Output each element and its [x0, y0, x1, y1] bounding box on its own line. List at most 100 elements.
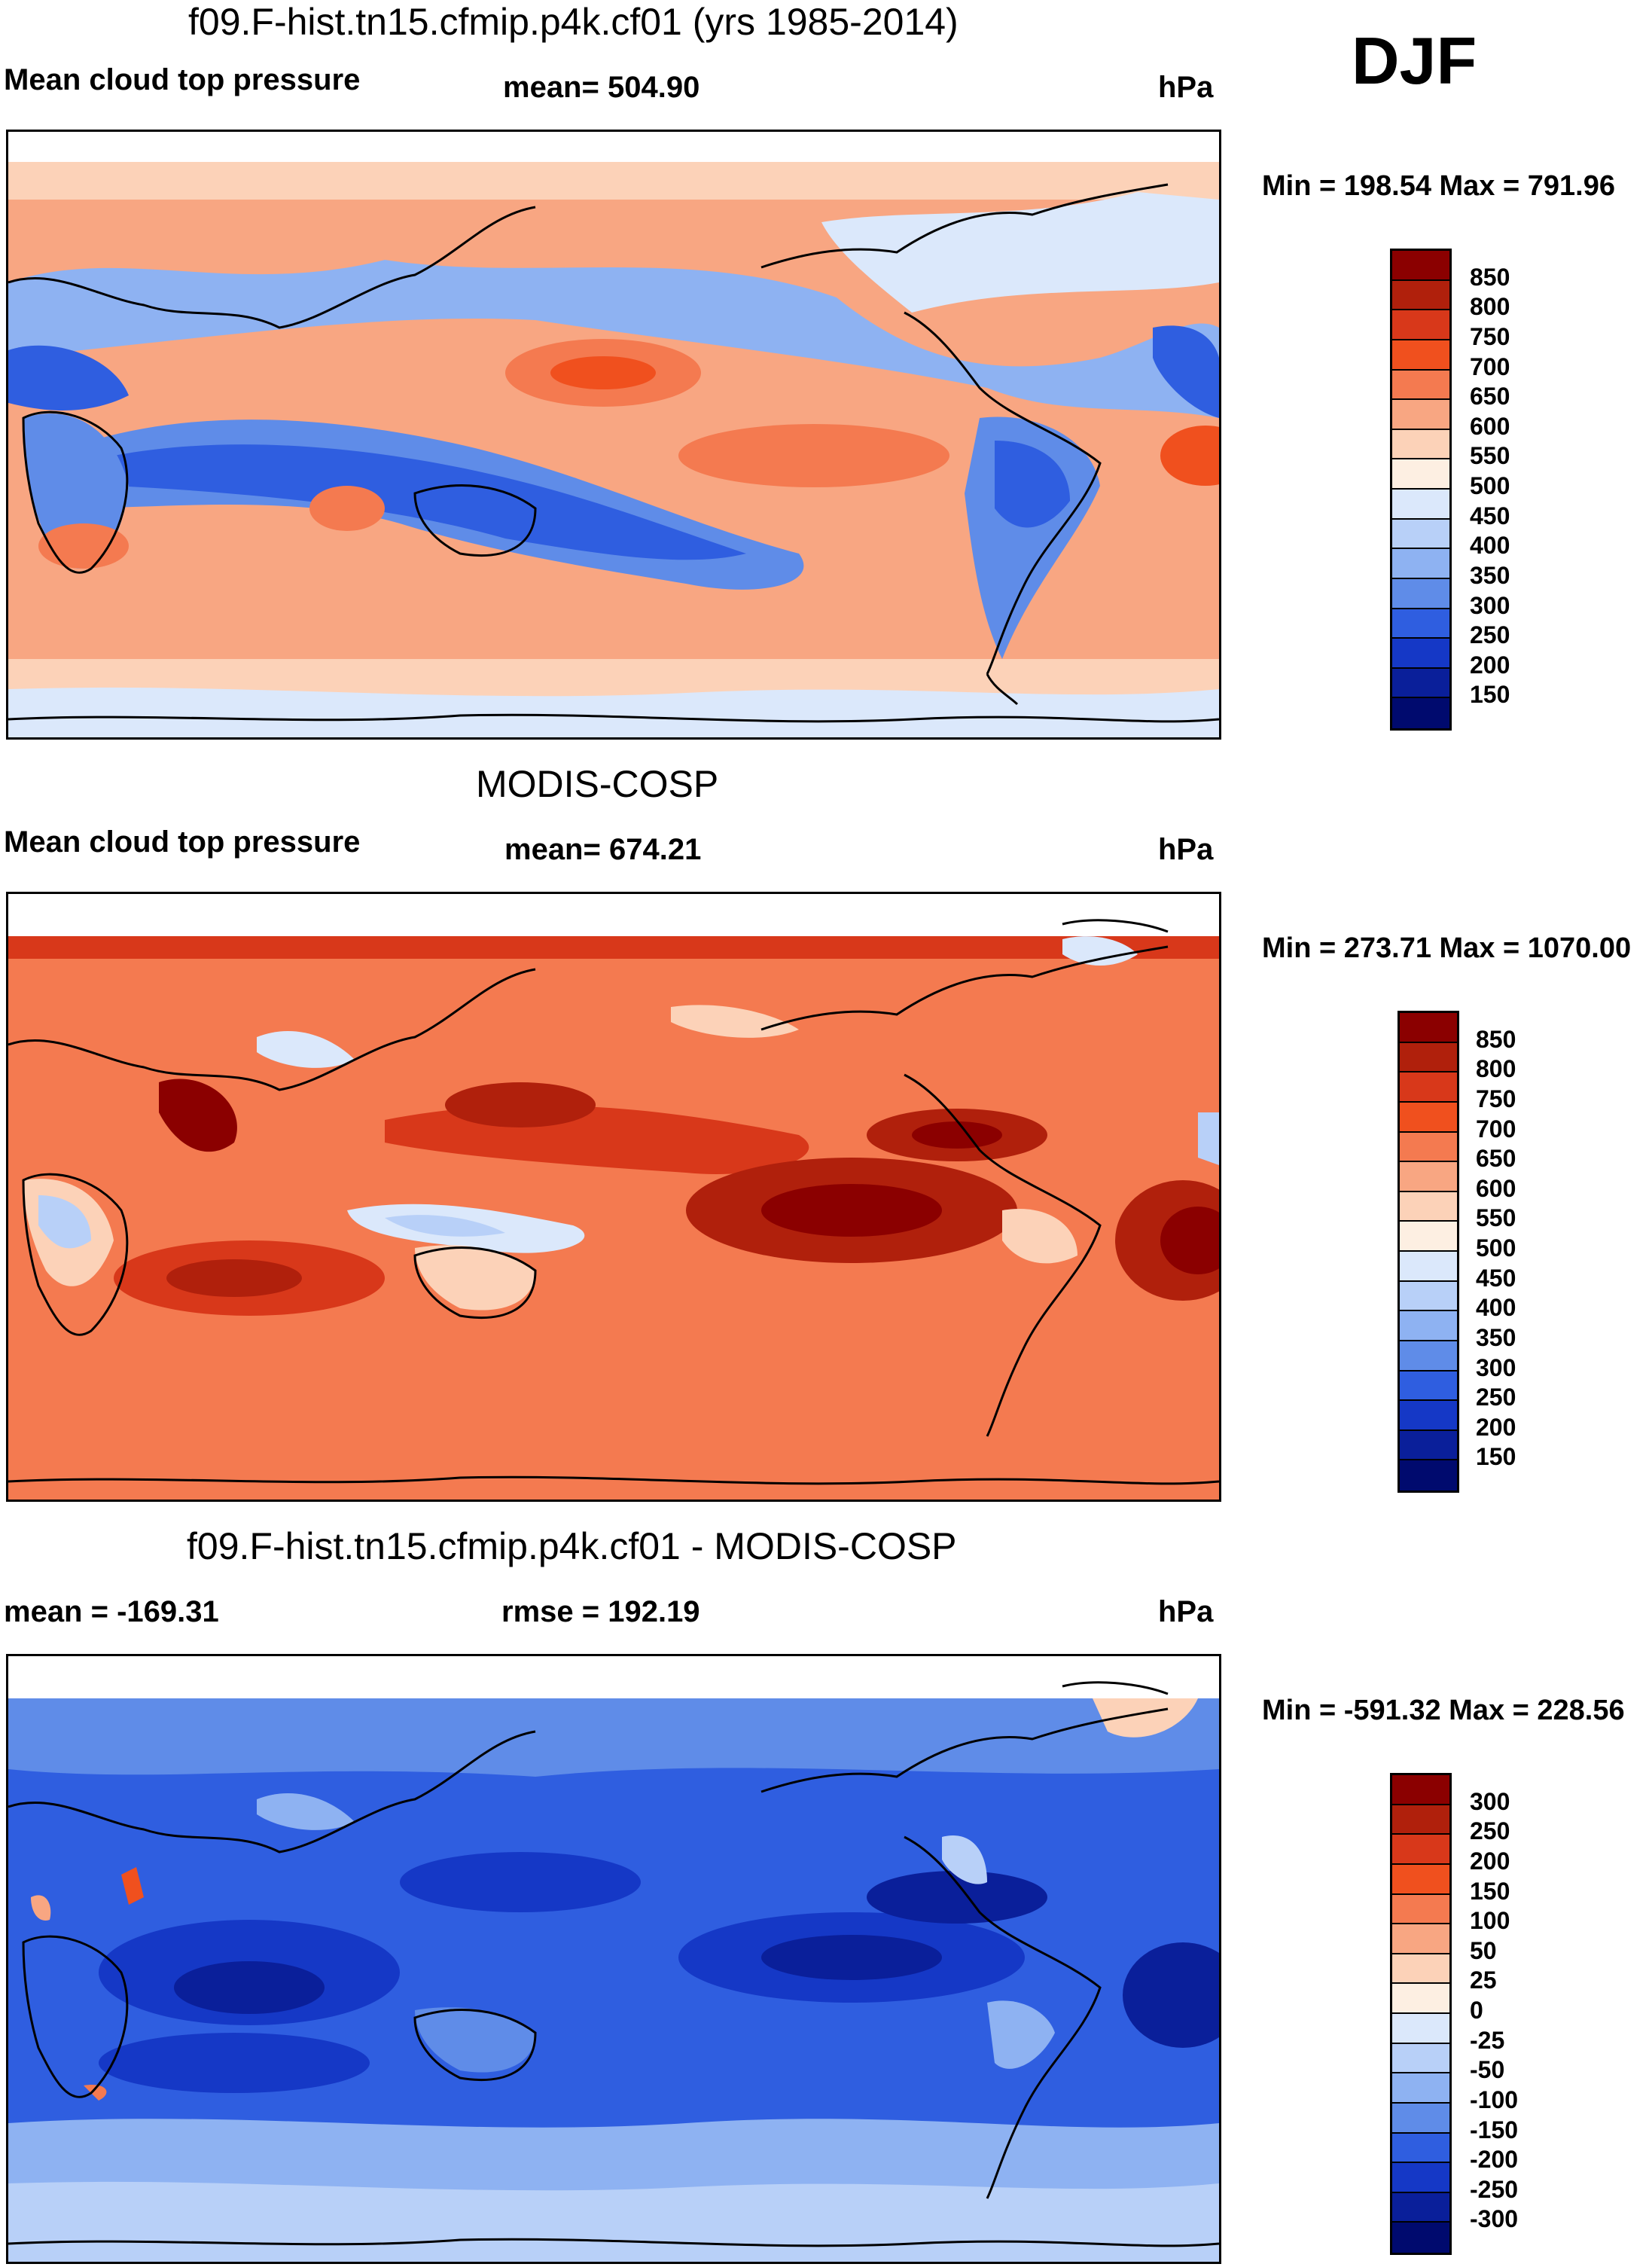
colorbar-segment — [1400, 1013, 1457, 1043]
panel-1-mean-label: mean= 504.90 — [503, 71, 700, 104]
colorbar-segment — [1392, 340, 1449, 371]
colorbar-segment — [1392, 2223, 1449, 2253]
colorbar-label: 0 — [1470, 1997, 1483, 2024]
colorbar-label: 350 — [1476, 1323, 1516, 1351]
colorbar-segment — [1392, 400, 1449, 430]
colorbar-segment — [1392, 578, 1449, 609]
panel-2-colorbar — [1397, 1011, 1459, 1493]
panel-3-title: f09.F-hist.tn15.cfmip.p4k.cf01 - MODIS-C… — [187, 1525, 957, 1567]
colorbar-segment — [1400, 1162, 1457, 1192]
colorbar-label: 750 — [1476, 1085, 1516, 1112]
colorbar-label: 300 — [1470, 591, 1510, 619]
colorbar-label: 600 — [1470, 412, 1510, 440]
colorbar-segment — [1392, 609, 1449, 639]
colorbar-segment — [1400, 1430, 1457, 1461]
colorbar-segment — [1400, 1102, 1457, 1133]
colorbar-label: 150 — [1470, 1877, 1510, 1905]
colorbar-segment — [1400, 1072, 1457, 1103]
colorbar-label: 300 — [1476, 1353, 1516, 1381]
panel-3-colorbar — [1390, 1773, 1452, 2255]
panel-3-mean-label: mean = -169.31 — [4, 1595, 219, 1628]
colorbar-label: -300 — [1470, 2205, 1519, 2233]
colorbar-segment — [1392, 1954, 1449, 1985]
colorbar-label: -250 — [1470, 2175, 1519, 2203]
colorbar-label: 500 — [1470, 472, 1510, 499]
panel-2-title: MODIS-COSP — [476, 763, 719, 805]
colorbar-segment — [1392, 429, 1449, 460]
colorbar-label: 550 — [1476, 1204, 1516, 1232]
panel-1-left-label: Mean cloud top pressure — [4, 63, 361, 96]
colorbar-segment — [1392, 2133, 1449, 2164]
colorbar-label: -50 — [1470, 2056, 1505, 2084]
colorbar-label: 500 — [1476, 1234, 1516, 1262]
panel-3-rmse-label: rmse = 192.19 — [501, 1595, 700, 1628]
colorbar-segment — [1392, 698, 1449, 728]
colorbar-label: 650 — [1476, 1145, 1516, 1173]
colorbar-segment — [1400, 1281, 1457, 1312]
panel-2-units: hPa — [1158, 833, 1214, 866]
colorbar-label: 200 — [1476, 1413, 1516, 1441]
colorbar-label: 250 — [1470, 621, 1510, 649]
season-label: DJF — [1352, 23, 1477, 98]
colorbar-segment — [1400, 1311, 1457, 1341]
colorbar-segment — [1400, 1222, 1457, 1252]
panel-2-minmax: Min = 273.71 Max = 1070.00 — [1262, 932, 1632, 964]
colorbar-label: 250 — [1476, 1384, 1516, 1411]
colorbar-segment — [1392, 1984, 1449, 2014]
panel-2-map — [6, 892, 1221, 1502]
colorbar-segment — [1400, 1132, 1457, 1163]
colorbar-segment — [1392, 2014, 1449, 2044]
panel-2-left-label: Mean cloud top pressure — [4, 825, 361, 859]
colorbar-label: 200 — [1470, 651, 1510, 679]
colorbar-segment — [1392, 280, 1449, 311]
colorbar-label: 100 — [1470, 1907, 1510, 1935]
colorbar-segment — [1392, 2163, 1449, 2193]
panel-1-colorbar — [1390, 249, 1452, 731]
colorbar-segment — [1400, 1252, 1457, 1282]
colorbar-segment — [1392, 370, 1449, 401]
panel-1-title: f09.F-hist.tn15.cfmip.p4k.cf01 (yrs 1985… — [188, 1, 959, 43]
colorbar-label: 550 — [1470, 442, 1510, 470]
colorbar-label: 700 — [1476, 1115, 1516, 1143]
colorbar-label: 400 — [1470, 532, 1510, 560]
colorbar-segment — [1392, 1835, 1449, 1865]
colorbar-segment — [1392, 549, 1449, 579]
colorbar-label: 850 — [1476, 1025, 1516, 1053]
colorbar-label: 250 — [1470, 1817, 1510, 1845]
colorbar-segment — [1392, 310, 1449, 340]
colorbar-segment — [1400, 1191, 1457, 1222]
colorbar-label: -100 — [1470, 2085, 1519, 2113]
colorbar-label: 150 — [1470, 681, 1510, 709]
colorbar-segment — [1392, 459, 1449, 490]
colorbar-segment — [1392, 2192, 1449, 2223]
colorbar-segment — [1392, 1805, 1449, 1835]
colorbar-segment — [1392, 1894, 1449, 1925]
colorbar-segment — [1392, 251, 1449, 281]
colorbar-segment — [1400, 1401, 1457, 1431]
colorbar-label: -200 — [1470, 2146, 1519, 2174]
colorbar-segment — [1392, 639, 1449, 669]
colorbar-segment — [1400, 1042, 1457, 1073]
colorbar-label: 850 — [1470, 263, 1510, 291]
colorbar-segment — [1392, 1864, 1449, 1895]
colorbar-label: 350 — [1470, 561, 1510, 589]
panel-1-units: hPa — [1158, 71, 1214, 104]
colorbar-segment — [1392, 2073, 1449, 2104]
colorbar-label: 700 — [1470, 352, 1510, 380]
colorbar-segment — [1392, 2043, 1449, 2074]
colorbar-label: -25 — [1470, 2026, 1505, 2054]
colorbar-label: 200 — [1470, 1847, 1510, 1875]
colorbar-segment — [1392, 668, 1449, 699]
panel-1-minmax: Min = 198.54 Max = 791.96 — [1262, 170, 1615, 202]
colorbar-segment — [1392, 1924, 1449, 1954]
colorbar-label: 150 — [1476, 1443, 1516, 1471]
colorbar-segment — [1400, 1460, 1457, 1490]
colorbar-label: 25 — [1470, 1966, 1497, 1994]
colorbar-label: 300 — [1470, 1787, 1510, 1815]
panel-3-map — [6, 1654, 1221, 2264]
panel-1-map — [6, 130, 1221, 740]
colorbar-segment — [1400, 1371, 1457, 1402]
colorbar-label: 450 — [1476, 1264, 1516, 1292]
panel-3-units: hPa — [1158, 1595, 1214, 1628]
colorbar-label: 650 — [1470, 383, 1510, 410]
